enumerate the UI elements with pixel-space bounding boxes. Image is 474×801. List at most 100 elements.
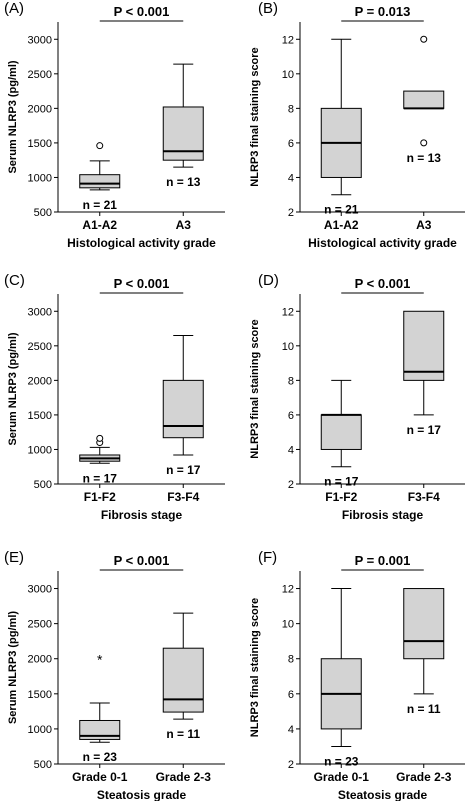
y-tick-label: 2500 — [28, 619, 52, 631]
x-axis-title: Steatosis grade — [97, 788, 187, 801]
panel-label: (D) — [258, 272, 279, 289]
y-tick-label: 4 — [288, 724, 294, 736]
y-tick-label: 12 — [282, 34, 294, 46]
p-value-label: P = 0.001 — [355, 553, 411, 568]
y-tick-label: 2000 — [28, 103, 52, 115]
y-tick-label: 2000 — [28, 654, 52, 666]
box-iqr — [320, 414, 362, 450]
category-label: A1-A2 — [324, 218, 359, 232]
y-tick-label: 4 — [288, 444, 294, 456]
category-label: A3 — [416, 218, 432, 232]
panel-label: (C) — [4, 272, 25, 289]
y-axis-title: NLRP3 final staining score — [249, 319, 261, 458]
box-iqr — [403, 588, 445, 660]
box-2: n = 17 — [403, 310, 445, 437]
y-tick-label: 10 — [282, 69, 294, 81]
category-label: Grade 2-3 — [156, 770, 212, 784]
sample-size-label: n = 17 — [407, 423, 442, 437]
y-tick-label: 1000 — [28, 724, 52, 736]
category-label: Grade 0-1 — [72, 770, 128, 784]
sample-size-label: n = 13 — [407, 151, 442, 165]
box-iqr — [162, 647, 204, 713]
x-axis-title: Fibrosis stage — [342, 508, 424, 522]
sample-size-label: n = 23 — [83, 750, 118, 764]
outlier-marker — [96, 434, 104, 442]
y-tick-label: 3000 — [28, 584, 52, 596]
panel-label: (A) — [4, 0, 24, 17]
box-iqr — [403, 310, 445, 381]
panel-label: (E) — [4, 549, 24, 566]
y-tick-label: 1500 — [28, 689, 52, 701]
box-iqr — [162, 379, 204, 439]
outlier-marker — [420, 35, 428, 43]
box-iqr — [79, 719, 121, 740]
y-tick-label: 8 — [288, 654, 294, 666]
outlier-marker — [420, 139, 428, 147]
y-tick-label: 1500 — [28, 410, 52, 422]
y-tick-label: 2000 — [28, 375, 52, 387]
y-tick-label: 500 — [34, 479, 52, 491]
y-tick-label: 2 — [288, 207, 294, 219]
p-value-label: P < 0.001 — [355, 276, 411, 291]
category-label: A1-A2 — [82, 218, 117, 232]
y-tick-label: 1000 — [28, 444, 52, 456]
panel-b: (B) 2 4 6 8 10 12 NLRP3 final staining score A1-… — [249, 0, 465, 250]
sample-size-label: n = 21 — [324, 203, 359, 217]
box-2: n = 17 — [162, 334, 204, 477]
box-2: n = 13 — [403, 35, 445, 165]
box-2: n = 11 — [403, 588, 445, 716]
category-label: F1-F2 — [84, 490, 116, 504]
box-2: n = 11 — [162, 612, 204, 741]
p-value-label: P < 0.001 — [114, 276, 170, 291]
panel-e: (E) 500 1000 1500 2000 2500 3000 Serum NLRP3 (p… — [4, 549, 225, 801]
y-tick-label: 10 — [282, 619, 294, 631]
category-label: Grade 0-1 — [314, 770, 370, 784]
y-axis-title: NLRP3 final staining score — [249, 598, 261, 737]
category-label: Grade 2-3 — [396, 770, 452, 784]
y-axis-title: Serum NLRP3 (pg/ml) — [7, 60, 19, 173]
x-axis-title: Fibrosis stage — [101, 508, 183, 522]
box-iqr — [162, 106, 204, 161]
box-1: n = 21 — [79, 142, 121, 212]
sample-size-label: n = 21 — [83, 198, 118, 212]
extreme-outlier-marker: * — [97, 652, 103, 668]
sample-size-label: n = 23 — [324, 754, 359, 768]
y-tick-label: 2 — [288, 759, 294, 771]
box-1: n = 17 — [79, 434, 121, 485]
y-tick-label: 8 — [288, 375, 294, 387]
sample-size-label: n = 13 — [166, 175, 201, 189]
category-label: F1-F2 — [325, 490, 357, 504]
box-1: n = 21 — [320, 38, 362, 217]
y-tick-label: 6 — [288, 689, 294, 701]
category-label: A3 — [176, 218, 192, 232]
x-axis-title: Steatosis grade — [338, 788, 428, 801]
panel-c: (C) 500 1000 1500 2000 2500 3000 Serum NLRP3 (p… — [4, 272, 225, 522]
p-value-label: P < 0.001 — [114, 4, 170, 19]
y-tick-label: 8 — [288, 103, 294, 115]
box-iqr — [79, 174, 121, 189]
y-tick-label: 6 — [288, 138, 294, 150]
box-1: n = 23 — [320, 588, 362, 768]
sample-size-label: n = 17 — [83, 471, 118, 485]
category-label: F3-F4 — [167, 490, 199, 504]
y-tick-label: 2500 — [28, 69, 52, 81]
y-tick-label: 12 — [282, 306, 294, 318]
y-tick-label: 12 — [282, 584, 294, 596]
x-axis-title: Histological activity grade — [308, 236, 457, 250]
sample-size-label: n = 17 — [166, 463, 201, 477]
y-tick-label: 1000 — [28, 172, 52, 184]
x-axis-title: Histological activity grade — [67, 236, 216, 250]
sample-size-label: n = 17 — [324, 475, 359, 489]
y-tick-label: 10 — [282, 341, 294, 353]
sample-size-label: n = 11 — [166, 727, 200, 741]
category-label: F3-F4 — [408, 490, 440, 504]
box-iqr — [403, 90, 445, 109]
y-tick-label: 3000 — [28, 34, 52, 46]
y-axis-title: Serum NLRP3 (pg/ml) — [7, 332, 19, 445]
y-tick-label: 6 — [288, 410, 294, 422]
panel-f: (F) 2 4 6 8 10 12 NLRP3 final staining score Gra… — [249, 549, 465, 801]
y-tick-label: 2500 — [28, 341, 52, 353]
y-tick-label: 2 — [288, 479, 294, 491]
y-tick-label: 3000 — [28, 306, 52, 318]
